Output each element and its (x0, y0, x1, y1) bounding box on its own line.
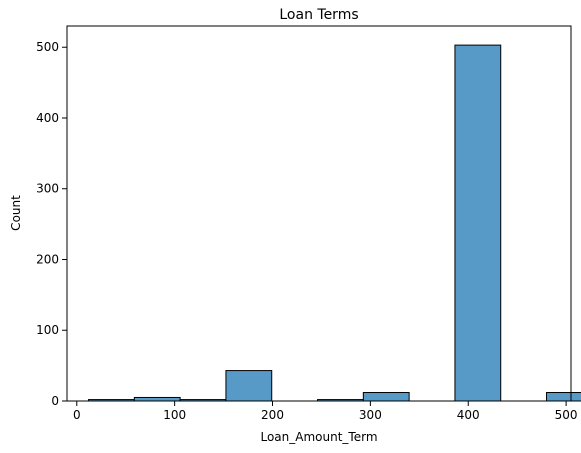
y-axis-label: Count (9, 195, 23, 231)
x-tick-label: 200 (261, 408, 284, 422)
y-tick-label: 200 (36, 252, 59, 266)
histogram-bar-3 (225, 370, 273, 402)
chart-title: Loan Terms (279, 7, 358, 23)
y-axis-ticks: 0 100 200 300 400 500 (36, 40, 67, 408)
x-tick-label: 300 (359, 408, 382, 422)
histogram-bar-10 (546, 392, 581, 402)
x-tick-label: 0 (73, 408, 81, 422)
y-tick-label: 500 (36, 40, 59, 54)
y-tick-label: 0 (51, 394, 59, 408)
x-axis-label: Loan_Amount_Term (260, 430, 377, 444)
y-tick-label: 300 (36, 182, 59, 196)
y-tick-label: 100 (36, 323, 59, 337)
histogram-bar-8 (454, 44, 502, 402)
plot-frame (66, 25, 572, 402)
x-tick-label: 400 (457, 408, 480, 422)
histogram-bar-1 (133, 396, 181, 402)
histogram-bar-6 (362, 392, 410, 402)
y-tick-label: 400 (36, 111, 59, 125)
x-axis-ticks: 0 100 200 300 400 500 (73, 401, 578, 422)
x-tick-label: 500 (555, 408, 578, 422)
histogram-bars (88, 44, 581, 402)
x-tick-label: 100 (163, 408, 186, 422)
